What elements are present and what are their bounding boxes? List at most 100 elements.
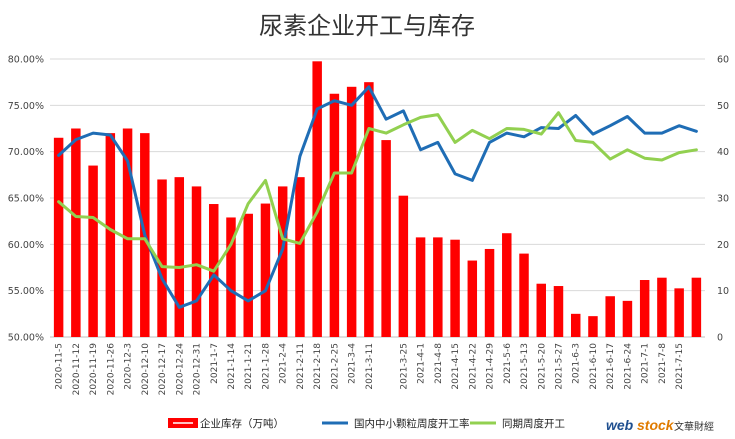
- x-tick-label: 2021-4-1: [417, 343, 427, 384]
- x-axis: 2020-11-5 2020-11-12 2020-11-19 2020-11-26 2…: [55, 343, 686, 396]
- y-right-tick-label: 20: [717, 240, 729, 251]
- x-tick-label: 2021-7-8: [658, 343, 668, 384]
- bar-inventory: [226, 217, 236, 337]
- bar-inventory: [519, 253, 529, 337]
- x-tick-label: 2021-4-15: [451, 343, 461, 390]
- bar-inventory: [398, 195, 409, 337]
- bar-inventory: [484, 248, 495, 337]
- bar-inventory: [53, 137, 64, 337]
- legend-label: 同期周度开工: [502, 417, 565, 430]
- x-tick-label: 2021-3-25: [399, 343, 409, 390]
- bar-inventory: [329, 93, 340, 337]
- y-left-tick-label: 50.00%: [8, 333, 44, 344]
- bar-inventory: [691, 277, 702, 337]
- x-tick-label: 2021-2-4: [279, 343, 289, 384]
- x-tick-label: 2021-5-6: [503, 343, 513, 384]
- legend-label: 企业库存（万吨）: [200, 417, 284, 430]
- bar-inventory: [364, 82, 374, 338]
- x-tick-label: 2021-4-29: [486, 343, 496, 390]
- x-tick-label: 2021-2-18: [313, 343, 323, 390]
- bar-inventory: [191, 186, 202, 337]
- x-tick-label: 2020-12-31: [193, 343, 203, 395]
- x-tick-label: 2020-11-12: [72, 343, 82, 395]
- bar-inventory: [639, 280, 650, 337]
- x-tick-label: 2020-12-10: [141, 343, 151, 396]
- x-tick-label: 2021-7-15: [675, 343, 685, 390]
- legend-label: 国内中小颗粒周度开工率: [354, 417, 470, 430]
- y-left-tick-label: 75.00%: [8, 101, 44, 112]
- y-right-tick-label: 50: [717, 101, 729, 112]
- y-left-tick-label: 65.00%: [8, 194, 44, 205]
- bar-inventory: [174, 177, 185, 337]
- bar-inventory: [467, 260, 478, 337]
- y-right-tick-label: 0: [717, 333, 723, 344]
- x-tick-label: 2021-7-1: [641, 343, 651, 384]
- x-tick-label: 2020-11-5: [55, 343, 65, 390]
- x-tick-label: 2021-4-22: [468, 343, 478, 390]
- svg-text:stock: stock: [637, 417, 675, 433]
- line-same-period-operating: [57, 111, 698, 273]
- y-right-tick-label: 40: [717, 147, 729, 158]
- bar-inventory: [381, 140, 391, 337]
- x-tick-label: 2020-12-3: [124, 343, 134, 390]
- bar-inventory: [588, 316, 598, 337]
- bar-inventory: [277, 186, 288, 337]
- watermark-logo: web stock 文華財經: [606, 417, 714, 433]
- x-tick-label: 2021-5-27: [554, 343, 564, 390]
- bar-inventory: [346, 86, 357, 337]
- bar-inventory: [536, 283, 546, 337]
- y-right-tick-label: 10: [717, 286, 729, 297]
- line-operating-rate: [57, 85, 698, 309]
- x-tick-label: 2021-3-4: [348, 343, 358, 384]
- x-tick-label: 2021-2-25: [330, 343, 340, 390]
- svg-text:web: web: [606, 417, 634, 433]
- bar-inventory: [433, 237, 443, 337]
- bar-inventory: [605, 296, 615, 337]
- bar-inventory: [450, 239, 460, 337]
- y-left-tick-label: 80.00%: [8, 55, 44, 66]
- x-tick-label: 2020-12-24: [175, 343, 185, 396]
- line-series: [57, 85, 698, 309]
- x-tick-label: 2021-5-20: [537, 343, 547, 390]
- bar-inventory: [105, 133, 116, 337]
- bar-inventory: [260, 203, 271, 337]
- bar-inventory: [657, 277, 667, 337]
- x-tick-label: 2020-11-19: [89, 343, 99, 396]
- bar-inventory: [674, 288, 684, 337]
- y-axis-right: 0 10 20 30 40 50 60: [717, 55, 729, 344]
- y-left-tick-label: 55.00%: [8, 286, 44, 297]
- x-tick-label: 2021-6-24: [623, 343, 633, 390]
- bar-inventory: [243, 213, 253, 337]
- bar-inventory: [71, 128, 81, 337]
- svg-text:文華財經: 文華財經: [674, 420, 714, 433]
- bar-inventory: [122, 128, 133, 337]
- bar-inventory: [553, 286, 564, 337]
- y-left-tick-label: 70.00%: [8, 147, 44, 158]
- bar-inventory: [157, 179, 167, 337]
- x-tick-label: 2021-1-7: [210, 343, 220, 384]
- x-tick-label: 2021-5-13: [520, 343, 530, 390]
- x-tick-label: 2021-1-28: [261, 343, 271, 390]
- bar-inventory: [570, 313, 581, 337]
- bar-inventory: [88, 165, 98, 337]
- y-left-tick-label: 60.00%: [8, 240, 44, 251]
- bar-inventory: [415, 237, 426, 337]
- bar-inventory: [502, 233, 512, 337]
- x-tick-label: 2021-4-8: [434, 343, 444, 384]
- legend: 企业库存（万吨） 国内中小颗粒周度开工率 同期周度开工: [168, 417, 565, 430]
- y-axis-left: 50.00% 55.00% 60.00% 65.00% 70.00% 75.00% 80.0…: [8, 55, 44, 344]
- x-tick-label: 2021-3-11: [365, 343, 375, 390]
- bar-inventory: [312, 61, 322, 338]
- x-tick-label: 2020-11-26: [106, 343, 116, 396]
- x-tick-label: 2020-12-17: [158, 343, 168, 395]
- y-right-tick-label: 60: [717, 55, 729, 66]
- x-tick-label: 2021-1-14: [227, 343, 237, 390]
- bar-inventory: [622, 300, 633, 337]
- chart-title: 尿素企业开工与库存: [259, 12, 475, 40]
- x-tick-label: 2021-1-21: [244, 343, 254, 390]
- y-right-tick-label: 30: [717, 194, 729, 205]
- x-tick-label: 2021-6-17: [606, 343, 616, 390]
- x-tick-label: 2021-6-3: [572, 343, 582, 384]
- x-tick-label: 2021-2-11: [296, 343, 306, 390]
